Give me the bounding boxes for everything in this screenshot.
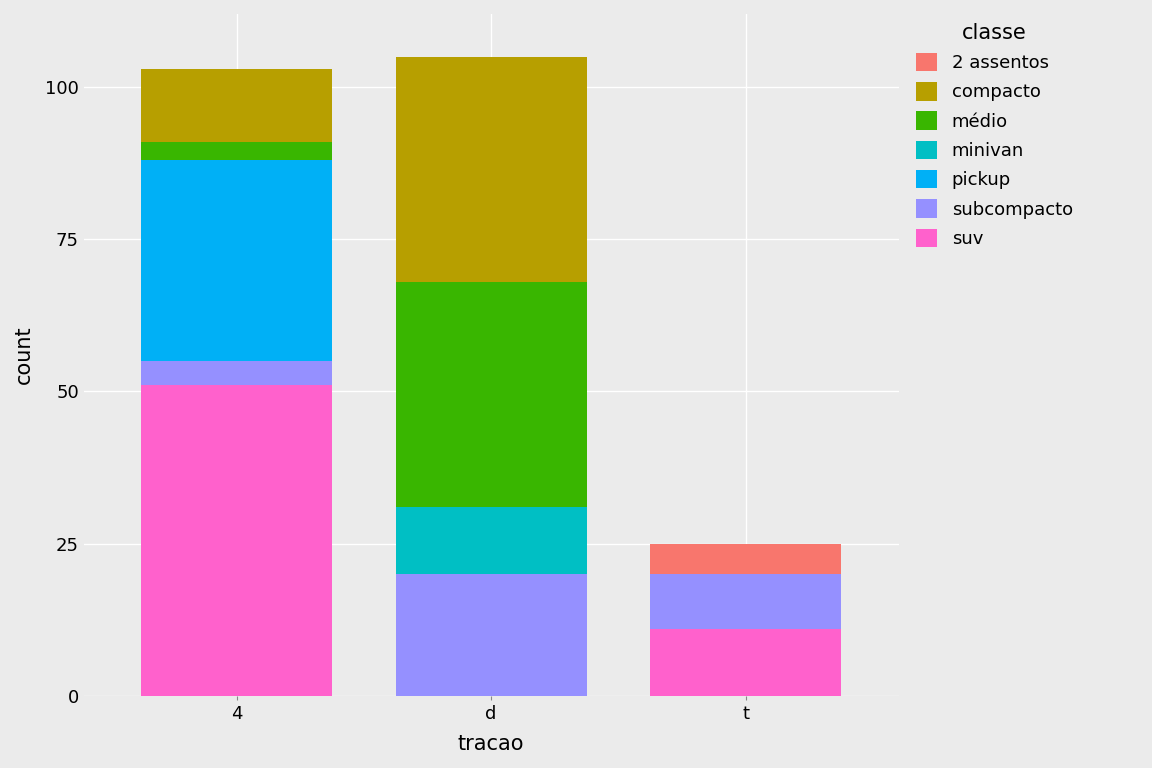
Y-axis label: count: count [14, 326, 33, 384]
Bar [141, 68, 332, 142]
Bar [141, 142, 332, 160]
Legend: 2 assentos, compacto, médio, minivan, pickup, subcompacto, suv: 2 assentos, compacto, médio, minivan, pi… [907, 14, 1082, 257]
Bar [395, 282, 586, 507]
Bar [650, 629, 841, 696]
Bar [395, 57, 586, 282]
Bar [141, 160, 332, 361]
X-axis label: tracao: tracao [457, 734, 524, 754]
Bar [141, 386, 332, 696]
Bar [650, 574, 841, 629]
Bar [650, 544, 841, 574]
Bar [141, 361, 332, 386]
Bar [395, 507, 586, 574]
Bar [395, 574, 586, 696]
